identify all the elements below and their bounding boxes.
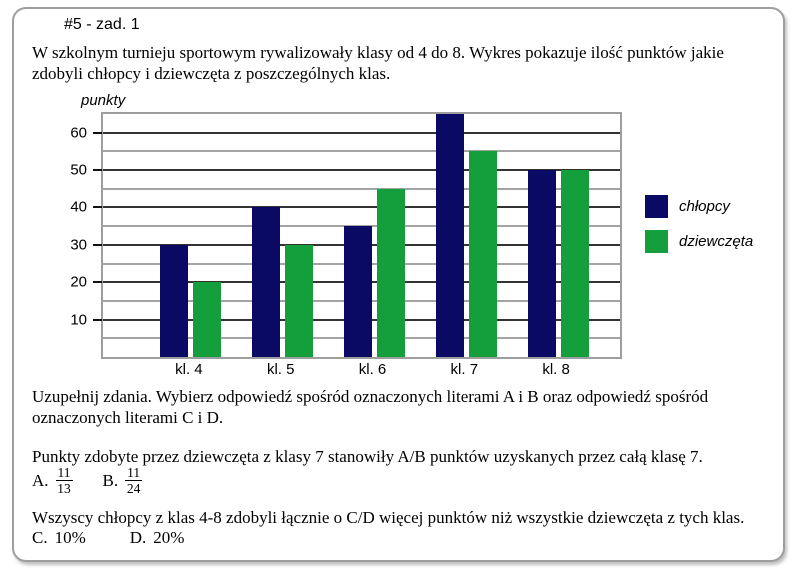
y-axis-tick (93, 169, 102, 172)
options-cd-row: C. 10% D. 20% (32, 528, 184, 548)
page-title: #5 - zad. 1 (64, 16, 140, 33)
fraction-numerator: 11 (125, 465, 143, 481)
options-ab-row: A. 11 13 B. 11 24 (32, 465, 143, 496)
y-tick-label: 40 (70, 198, 87, 216)
option-a-fraction: 11 13 (55, 465, 73, 496)
chart-legend: chłopcy dziewczęta (645, 195, 753, 265)
bar-dziewczęta (468, 151, 497, 357)
intro-paragraph: W szkolnym turnieju sportowym rywalizowa… (32, 43, 724, 83)
major-gridline (103, 206, 620, 209)
option-d-letter: D. (129, 528, 147, 547)
legend-swatch-dziewczęta (645, 230, 668, 253)
y-axis-tick (93, 243, 102, 246)
y-tick-label: 30 (70, 236, 87, 254)
legend-row: dziewczęta (645, 230, 753, 253)
y-tick-label: 60 (70, 124, 87, 142)
option-c-letter: C. (32, 528, 48, 547)
x-category-label: kl. 6 (358, 361, 387, 378)
y-axis-tick (93, 131, 102, 134)
bar-group (512, 114, 604, 357)
major-gridline (103, 169, 620, 172)
y-axis-label: punkty (81, 92, 126, 109)
bar-chłopcy (343, 226, 372, 357)
option-b-fraction: 11 24 (125, 465, 143, 496)
bar-groups (103, 114, 620, 357)
x-axis-category-row: kl. 4 kl. 5 kl. 6 kl. 7 kl. 8 (101, 361, 618, 378)
bar-group (420, 114, 512, 357)
option-d-value: 20% (153, 528, 185, 547)
bar-chłopcy (435, 114, 464, 357)
bar-chłopcy (527, 170, 556, 357)
question-2-text: Wszyscy chłopcy z klas 4-8 zdobyli łączn… (32, 508, 745, 527)
bar-chłopcy (252, 207, 281, 357)
instruction-paragraph: Uzupełnij zdania. Wybierz odpowiedź spoś… (32, 387, 709, 427)
y-tick-label: 10 (70, 311, 87, 329)
bar-dziewczęta (193, 282, 222, 357)
y-tick-label: 50 (70, 161, 87, 179)
option-a-letter: A. (32, 470, 49, 490)
bar-dziewczęta (560, 170, 589, 357)
legend-label: dziewczęta (679, 233, 754, 250)
y-axis-tick (93, 318, 102, 321)
y-tick-label: 20 (70, 273, 87, 291)
legend-row: chłopcy (645, 195, 753, 218)
bar-chłopcy (160, 244, 189, 357)
bar-dziewczęta (376, 188, 405, 357)
major-gridline (103, 131, 620, 134)
option-b: B. 11 24 (103, 465, 143, 496)
x-category-label: kl. 5 (266, 361, 295, 378)
option-d: D. 20% (130, 528, 185, 548)
x-category-label: kl. 8 (542, 361, 570, 378)
y-axis-tick (93, 206, 102, 209)
x-category-label: kl. 7 (450, 361, 479, 378)
bar-dziewczęta (285, 244, 314, 357)
option-c-value: 10% (54, 528, 86, 547)
bar-group (145, 114, 237, 357)
bar-group (329, 114, 421, 357)
option-a: A. 11 13 (32, 465, 73, 496)
minor-gridline (103, 188, 620, 190)
plot-area: 10 20 30 40 50 60 (70, 112, 622, 359)
x-category-label: kl. 4 (175, 361, 203, 378)
y-axis-tick (93, 281, 102, 284)
worksheet-card: #5 - zad. 1 W szkolnym turnieju sportowy… (12, 7, 785, 562)
option-b-letter: B. (102, 470, 119, 490)
bar-group (237, 114, 329, 357)
legend-swatch-chłopcy (645, 195, 668, 218)
fraction-numerator: 11 (55, 465, 73, 481)
minor-gridline (103, 150, 620, 152)
question-1-text: Punkty zdobyte przez dziewczęta z klasy … (32, 447, 703, 466)
fraction-denominator: 13 (57, 481, 71, 496)
option-c: C. 10% (32, 528, 86, 548)
legend-label: chłopcy (679, 198, 730, 215)
fraction-denominator: 24 (126, 481, 141, 496)
